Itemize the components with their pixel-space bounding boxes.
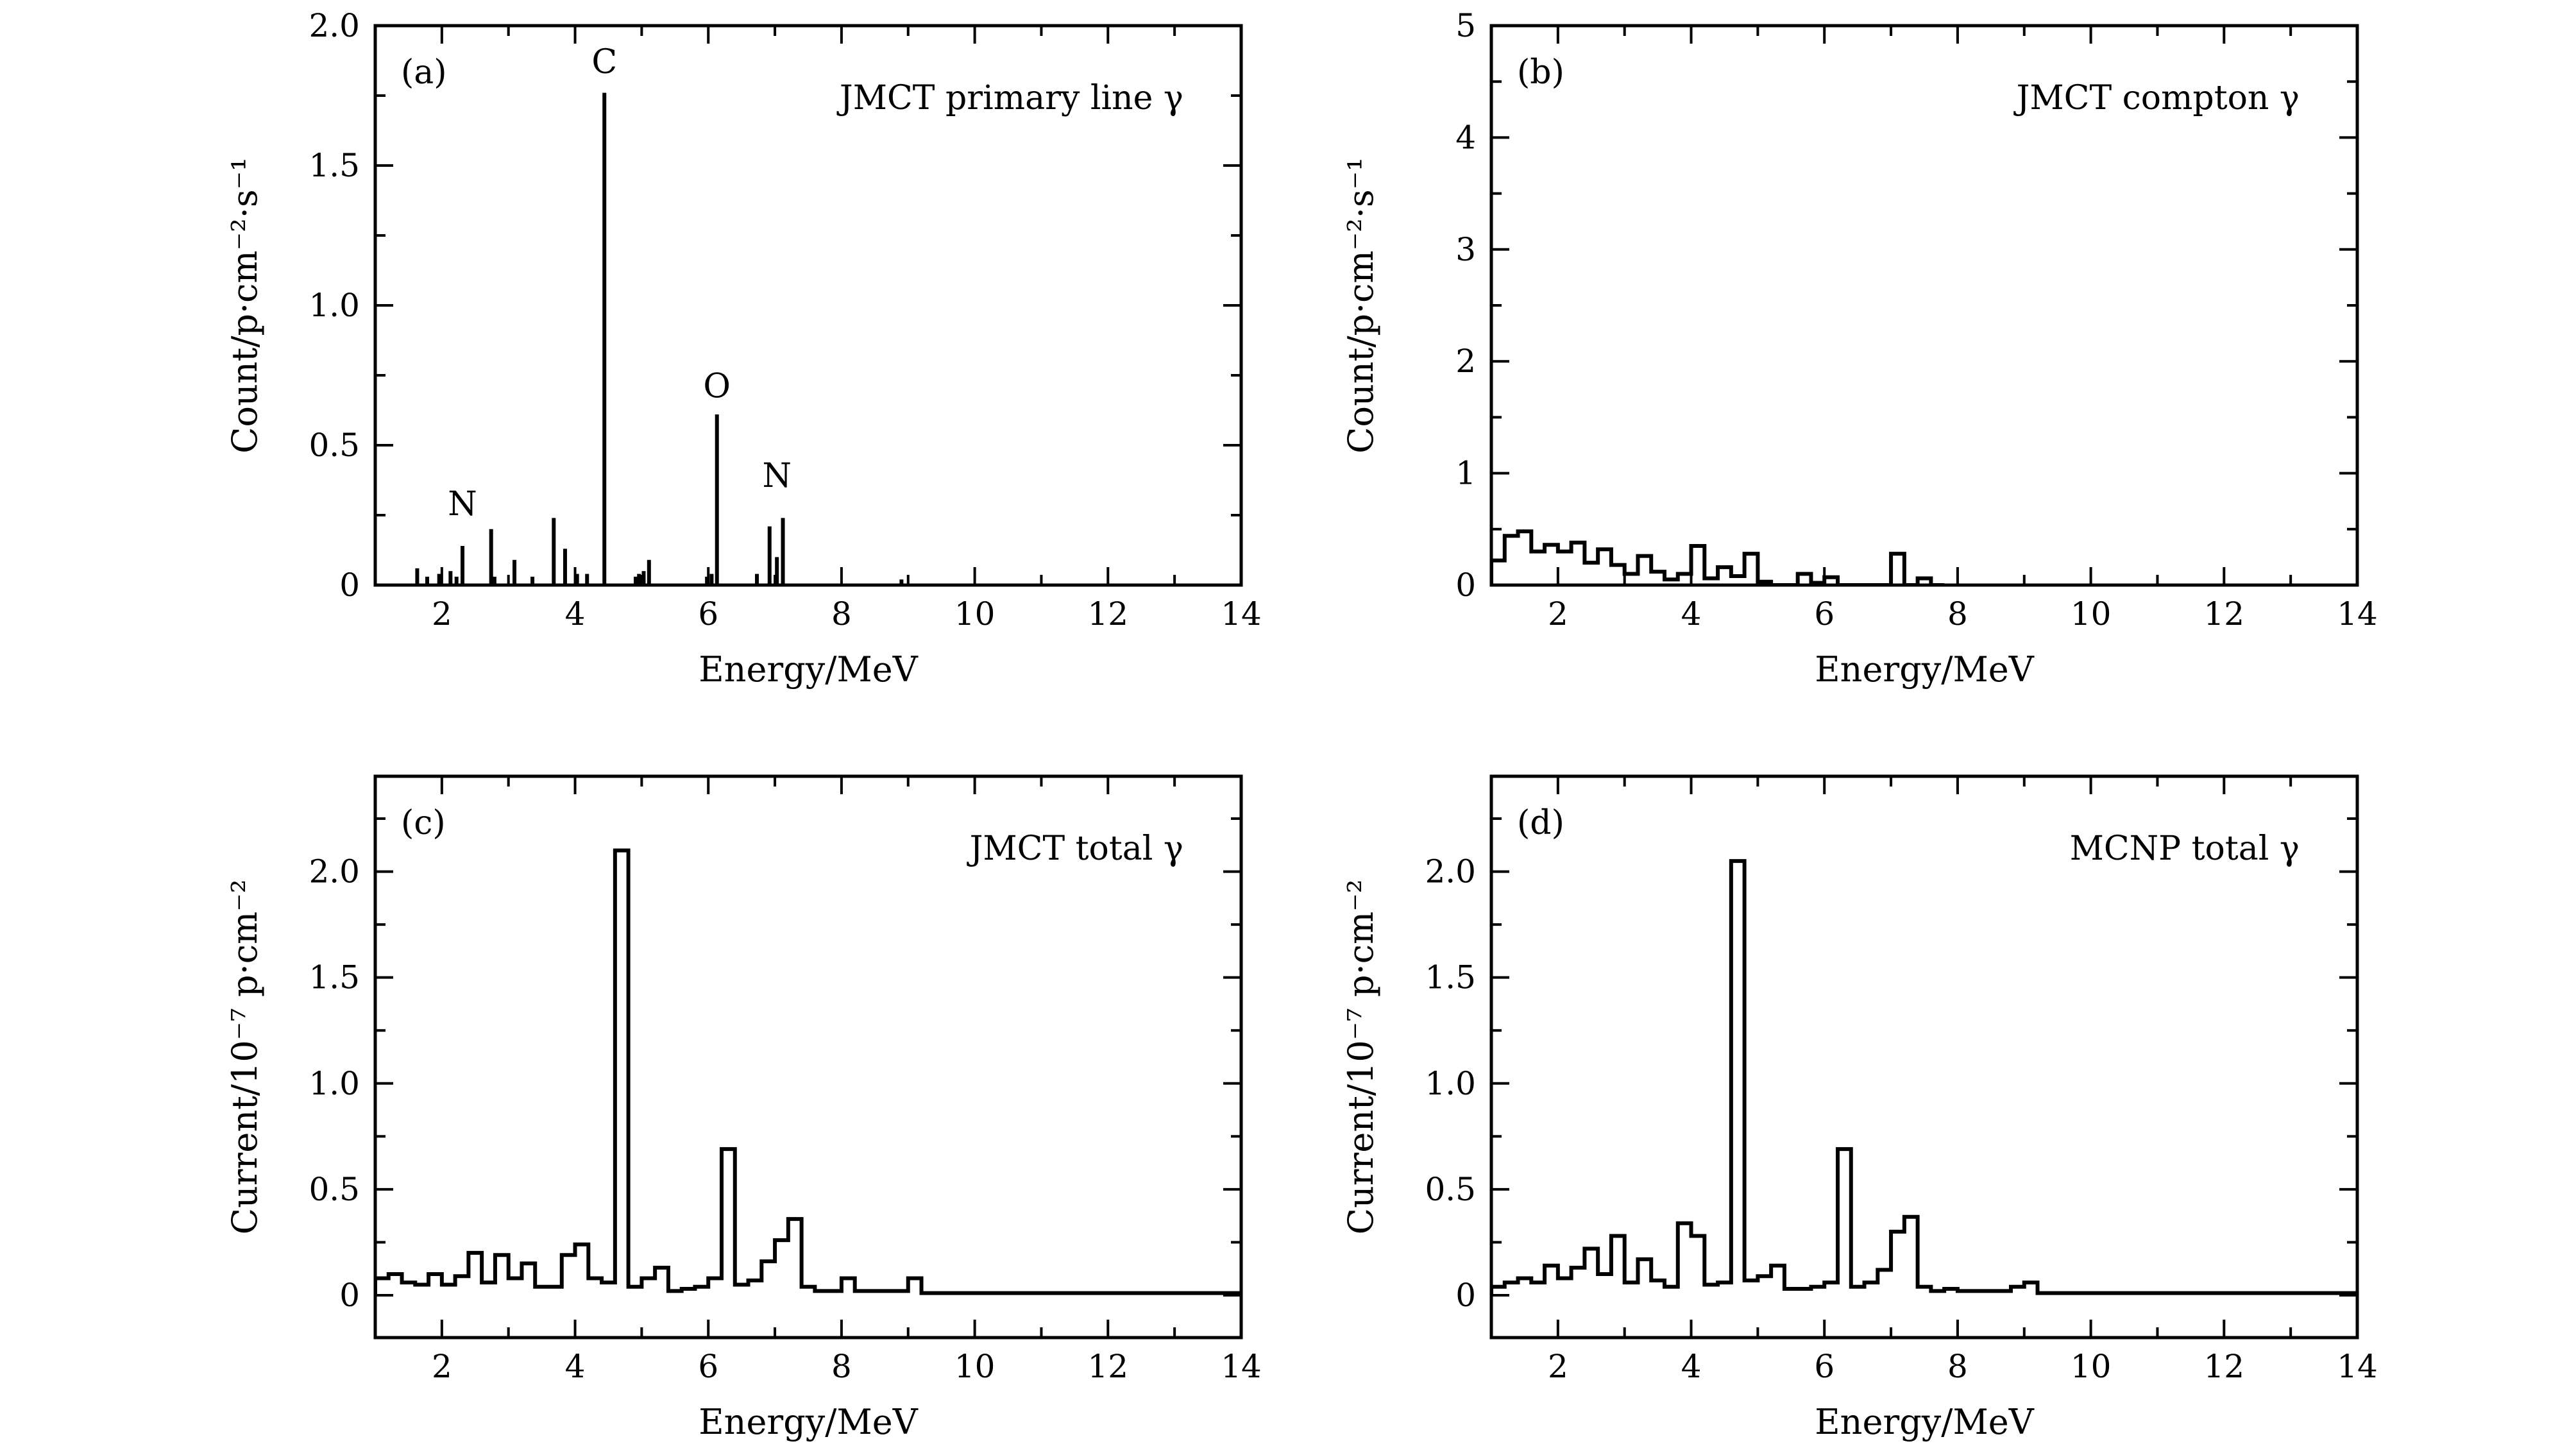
plot-area (415, 92, 904, 585)
y-tick-label: 1 (1455, 455, 1476, 492)
y-tick-label: 5 (1455, 7, 1476, 44)
x-axis-title: Energy/MeV (699, 649, 918, 690)
y-axis-title: Current/10⁻⁷ p·cm⁻² (225, 880, 265, 1235)
x-tick-label: 6 (698, 1348, 718, 1385)
panel-title: JMCT primary line γ (836, 79, 1183, 117)
y-tick-label: 0 (1455, 1277, 1476, 1314)
y-tick-label: 0.5 (1425, 1171, 1476, 1208)
y-tick-label: 1.5 (1425, 959, 1476, 996)
x-tick-label: 2 (432, 595, 452, 633)
y-axis-title: Count/p·cm⁻²·s⁻¹ (225, 157, 265, 454)
y-tick-label: 2 (1455, 343, 1476, 380)
x-tick-label: 14 (2337, 595, 2378, 633)
y-axis-title: Current/10⁻⁷ p·cm⁻² (1341, 880, 1381, 1235)
y-tick-label: 0 (339, 566, 360, 604)
histogram-series (375, 848, 1241, 1295)
chart-panel-3: 2 4 6 8 10 12 14 0 0.5 1.0 1.5 2.0 Energy/MeV Current… (225, 774, 1262, 1442)
x-tick-label: 14 (1221, 595, 1262, 633)
y-tick-label: 2.0 (1425, 853, 1476, 890)
panel-letter: (d) (1517, 804, 1564, 842)
x-tick-label: 12 (1087, 595, 1128, 633)
panel-title: JMCT compton γ (2013, 79, 2300, 117)
plot-area (375, 848, 1241, 1295)
histogram-series (1491, 859, 2357, 1295)
y-tick-label: 1.0 (309, 287, 360, 324)
panel-letter: (b) (1517, 53, 1564, 92)
x-tick-label: 4 (1681, 595, 1702, 633)
y-axis-title: Count/p·cm⁻²·s⁻¹ (1341, 157, 1381, 454)
x-tick-label: 2 (1548, 595, 1568, 633)
chart-panel-2: 2 4 6 8 10 12 14012345Energy/MeVCount/p·cm⁻²·s… (1341, 7, 2378, 690)
x-tick-label: 14 (2337, 1348, 2378, 1385)
peak-label: C (591, 43, 617, 81)
chart-panel-1: 2 4 6 8 10 12 14 0 0.5 1.0 1.5 2.0 Energy/MeV Count/p… (225, 7, 1262, 690)
y-tick-label: 0 (1455, 566, 1476, 604)
x-tick-label: 8 (831, 595, 852, 633)
y-tick-label: 2.0 (309, 7, 360, 44)
x-tick-label: 12 (2203, 595, 2244, 633)
panel-letter: (a) (401, 53, 447, 92)
x-tick-label: 12 (2203, 1348, 2244, 1385)
x-tick-label: 8 (1947, 595, 1968, 633)
x-tick-label: 10 (2071, 595, 2112, 633)
x-axis-title: Energy/MeV (1815, 649, 2034, 690)
panel-letter: (c) (401, 804, 446, 842)
y-tick-label: 1.5 (309, 147, 360, 184)
x-tick-label: 6 (1814, 1348, 1835, 1385)
plot-area (1491, 529, 1945, 585)
x-tick-label: 4 (565, 1348, 586, 1385)
y-tick-label: 4 (1455, 119, 1476, 156)
x-tick-label: 8 (831, 1348, 852, 1385)
plot-area (1491, 859, 2357, 1295)
x-tick-label: 14 (1221, 1348, 1262, 1385)
x-tick-label: 10 (954, 595, 996, 633)
x-tick-label: 6 (698, 595, 718, 633)
panel-title: MCNP total γ (2070, 830, 2300, 868)
x-tick-label: 2 (1548, 1348, 1568, 1385)
x-tick-label: 4 (1681, 1348, 1702, 1385)
y-tick-label: 2.0 (309, 853, 360, 890)
x-tick-label: 6 (1814, 595, 1835, 633)
histogram-series (1491, 529, 1945, 585)
x-tick-label: 4 (565, 595, 586, 633)
chart-panel-4: 2 4 6 8 10 12 14 0 0.5 1.0 1.5 2.0 Energy/MeV Current… (1341, 774, 2378, 1442)
plot-frame (373, 774, 1243, 1340)
y-tick-label: 0.5 (309, 427, 360, 464)
y-tick-label: 1.0 (309, 1065, 360, 1102)
peak-label: N (762, 457, 792, 495)
peak-label: N (448, 485, 477, 523)
x-axis-title: Energy/MeV (699, 1402, 918, 1442)
x-tick-label: 12 (1087, 1348, 1128, 1385)
peak-label: O (703, 368, 731, 406)
x-axis-title: Energy/MeV (1815, 1402, 2034, 1442)
y-tick-label: 0 (339, 1277, 360, 1314)
x-tick-label: 2 (432, 1348, 452, 1385)
y-tick-label: 0.5 (309, 1171, 360, 1208)
plot-frame (1489, 774, 2359, 1340)
x-tick-label: 10 (2071, 1348, 2112, 1385)
x-tick-label: 10 (954, 1348, 996, 1385)
y-tick-label: 1.5 (309, 959, 360, 996)
x-tick-label: 8 (1947, 1348, 1968, 1385)
y-tick-label: 3 (1455, 231, 1476, 268)
y-tick-label: 1.0 (1425, 1065, 1476, 1102)
panel-title: JMCT total γ (967, 830, 1183, 868)
